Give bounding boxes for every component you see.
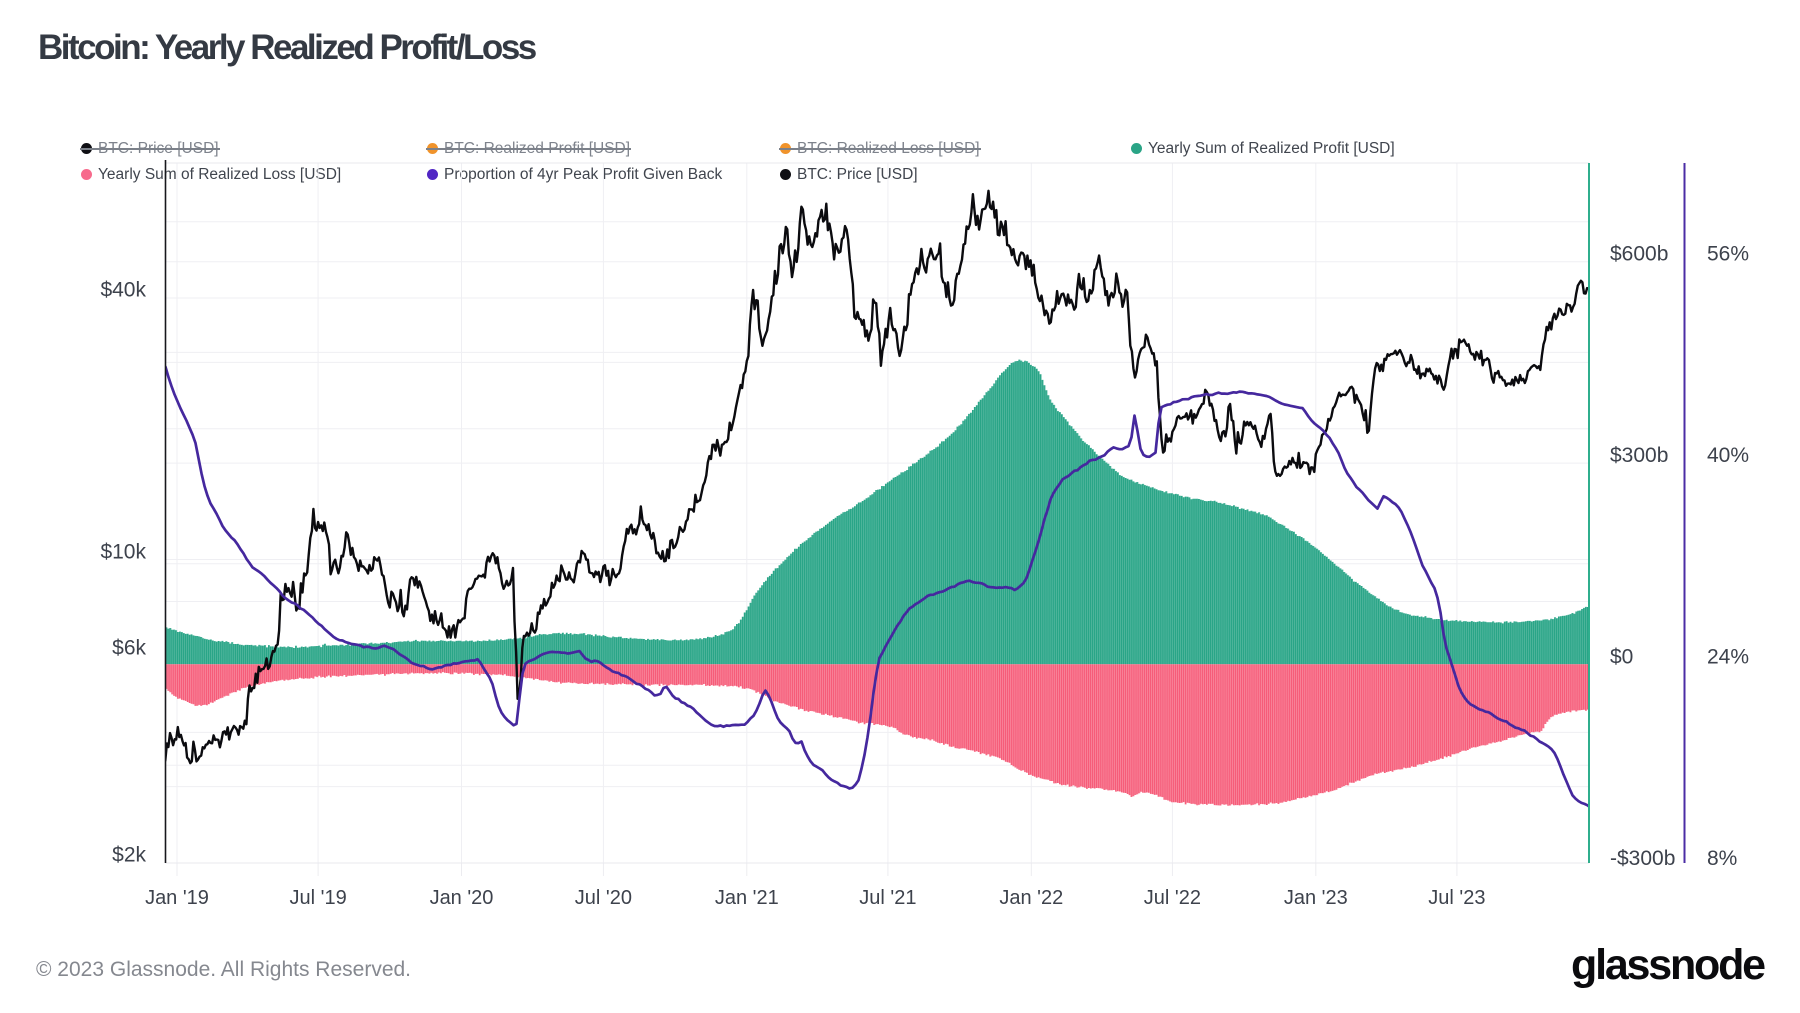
svg-text:Jan '20: Jan '20 [430, 887, 494, 909]
svg-text:Jul '19: Jul '19 [290, 887, 347, 909]
svg-text:$600b: $600b [1610, 243, 1668, 266]
svg-text:Jul '23: Jul '23 [1428, 887, 1485, 909]
svg-text:56%: 56% [1707, 243, 1749, 266]
svg-text:24%: 24% [1707, 646, 1749, 669]
svg-text:$40k: $40k [100, 279, 146, 302]
svg-text:40%: 40% [1707, 444, 1749, 467]
svg-text:$6k: $6k [112, 637, 146, 660]
svg-text:Jul '22: Jul '22 [1144, 887, 1201, 909]
svg-text:$2k: $2k [112, 844, 146, 867]
svg-text:$300b: $300b [1610, 444, 1668, 467]
svg-text:8%: 8% [1707, 847, 1737, 870]
svg-text:$10k: $10k [100, 541, 146, 564]
svg-text:Jul '20: Jul '20 [575, 887, 632, 909]
svg-text:-$300b: -$300b [1610, 847, 1675, 870]
svg-text:$0: $0 [1610, 646, 1633, 669]
svg-text:Jan '23: Jan '23 [1284, 887, 1348, 909]
svg-text:Jan '21: Jan '21 [715, 887, 779, 909]
svg-text:Jan '22: Jan '22 [999, 887, 1063, 909]
svg-text:Jul '21: Jul '21 [859, 887, 916, 909]
svg-text:Jan '19: Jan '19 [145, 887, 209, 909]
